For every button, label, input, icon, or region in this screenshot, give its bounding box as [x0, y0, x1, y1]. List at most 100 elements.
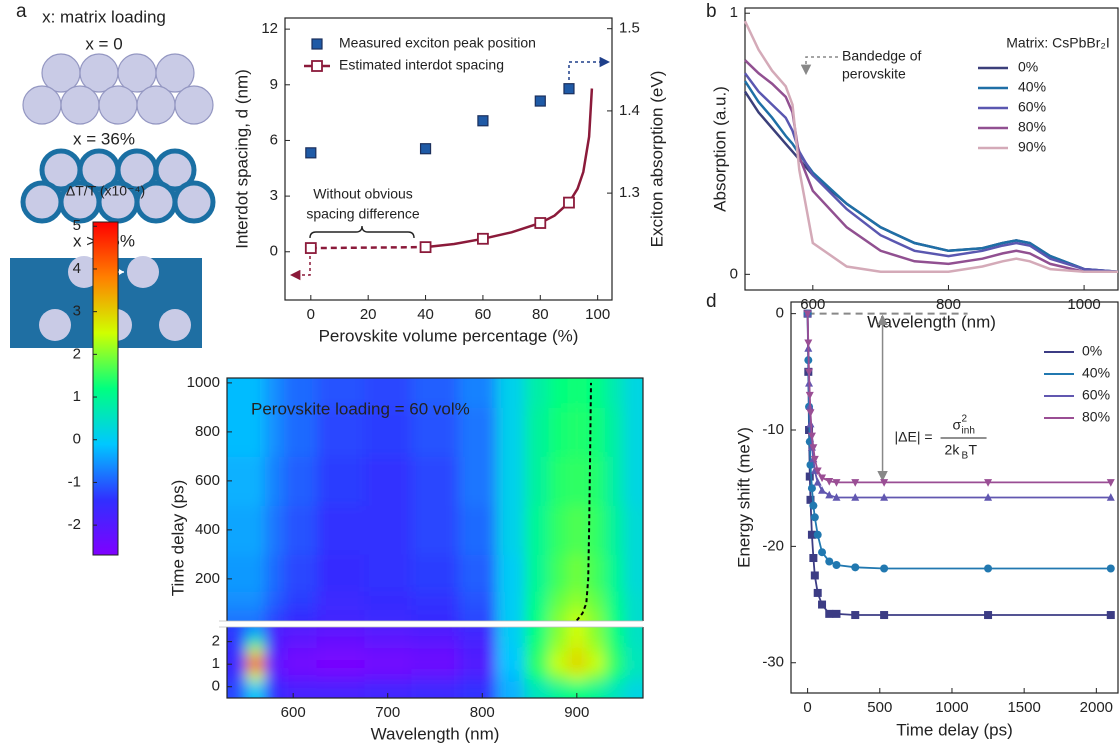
- heatmap-cell: [458, 647, 497, 660]
- heatmap-cell: [458, 554, 497, 592]
- data-point: [805, 472, 814, 481]
- heatmap-cell: [624, 636, 643, 648]
- heatmap-cell: [283, 636, 318, 648]
- x-tick-label: 40: [417, 306, 434, 323]
- heatmap-cell: [264, 554, 285, 592]
- y-tick-label: 800: [195, 423, 220, 440]
- heatmap-cell: [624, 554, 643, 592]
- heatmap-cell: [411, 636, 460, 648]
- heatmap-cell: [316, 378, 365, 408]
- plot-frame: [226, 377, 644, 699]
- y-tick-label: -20: [762, 537, 784, 554]
- heatmap-cell: [283, 505, 318, 555]
- annotation: perovskite: [842, 66, 906, 82]
- heatmap-cell: [586, 378, 606, 408]
- heatmap-cell: [411, 627, 460, 637]
- data-point: [825, 490, 834, 499]
- heatmap-cell: [524, 505, 549, 555]
- heatmap-cell: [605, 591, 625, 610]
- data-point: [825, 478, 834, 486]
- heatmap-cell: [364, 627, 412, 637]
- heatmap-cell: [496, 647, 526, 660]
- heatmap-cell: [524, 554, 549, 592]
- legend-label: 60%: [1082, 387, 1110, 403]
- legend-label: 90%: [1018, 139, 1046, 155]
- bandedge-arrow: [800, 56, 838, 76]
- heatmap-cell: [227, 407, 247, 457]
- data-point: [813, 477, 822, 486]
- panel-label: a: [16, 1, 27, 22]
- heatmap-cell: [264, 609, 285, 621]
- colorbar-tick-label: 2: [73, 345, 81, 362]
- heatmap-cell: [567, 636, 587, 648]
- heatmap-cell: [496, 456, 526, 506]
- y-tick-label: 0: [776, 305, 784, 322]
- heatmap-cell: [458, 378, 497, 408]
- y-tick-label: 1: [730, 4, 738, 21]
- heatmap-cell: [316, 591, 365, 610]
- legend-label: 0%: [1018, 59, 1038, 75]
- heatmap-cell: [283, 681, 318, 698]
- data-point: [534, 217, 547, 229]
- y-tick-label: 9: [270, 76, 278, 93]
- heatmap-cell: [316, 627, 365, 637]
- heatmap-cell: [624, 681, 643, 698]
- legend-label: 40%: [1018, 79, 1046, 95]
- y-tick-label: 12: [261, 20, 278, 37]
- data-point: [832, 560, 841, 569]
- heatmap-cell: [496, 591, 526, 610]
- x-tick-label: 600: [800, 296, 825, 313]
- data-point: [832, 479, 841, 487]
- legend-label: Estimated interdot spacing: [339, 57, 504, 73]
- fit-line: [806, 313, 1111, 484]
- heatmap-cell: [548, 407, 568, 457]
- colorbar: [92, 221, 119, 556]
- heatmap-cell: [245, 681, 266, 698]
- heatmap-cell: [548, 627, 568, 637]
- heatmap-cell: [264, 681, 285, 698]
- data-point: [809, 444, 818, 452]
- legend-title: Matrix: CsPbBr₂I: [1006, 35, 1109, 51]
- formula-sub: inh: [962, 426, 975, 437]
- y-tick-label: 2: [212, 633, 220, 650]
- schematic-title: x: matrix loading: [42, 7, 166, 26]
- heatmap-cell: [264, 378, 285, 408]
- colorbar-tick-label: 0: [73, 431, 81, 448]
- heatmap-cell: [227, 591, 247, 610]
- axis-break: [219, 621, 651, 627]
- brace: [309, 225, 415, 239]
- heatmap-cell: [567, 378, 587, 408]
- data-point: [806, 460, 815, 469]
- formula-denominator: 2k: [945, 442, 961, 458]
- heatmap-cell: [245, 669, 266, 682]
- heatmap-cell: [548, 647, 568, 660]
- heatmap-cell: [458, 669, 497, 682]
- annotation: Perovskite loading = 60 vol%: [251, 399, 470, 418]
- heatmap-cell: [586, 647, 606, 660]
- nanocrystal: [39, 309, 71, 341]
- heatmap-cell: [567, 681, 587, 698]
- heatmap-cell: [283, 554, 318, 592]
- data-point: [813, 588, 822, 597]
- heatmap-cell: [264, 505, 285, 555]
- heatmap-cell: [364, 609, 412, 621]
- heatmap-cell: [316, 658, 365, 671]
- y2-tick-label: 1.3: [619, 184, 640, 201]
- y-tick-label: 1: [212, 655, 220, 672]
- heatmap-cell: [524, 669, 549, 682]
- data-point: [984, 479, 993, 487]
- heatmap-cells: [227, 627, 643, 698]
- y-tick-label: 200: [195, 570, 220, 587]
- heatmap-cell: [411, 647, 460, 660]
- heatmap-cell: [264, 591, 285, 610]
- heatmap-cell: [245, 658, 266, 671]
- heatmap-cell: [458, 591, 497, 610]
- data-point: [810, 513, 819, 522]
- formula-denominator-tail: T: [969, 442, 978, 458]
- x-axis-title: Wavelength (nm): [867, 312, 996, 331]
- colorbar-tick-label: -1: [68, 473, 81, 490]
- data-point: [805, 391, 814, 400]
- heatmap-cell: [316, 505, 365, 555]
- heatmap-cell: [316, 647, 365, 660]
- y-axis-title: Absorption (a.u.): [710, 86, 729, 212]
